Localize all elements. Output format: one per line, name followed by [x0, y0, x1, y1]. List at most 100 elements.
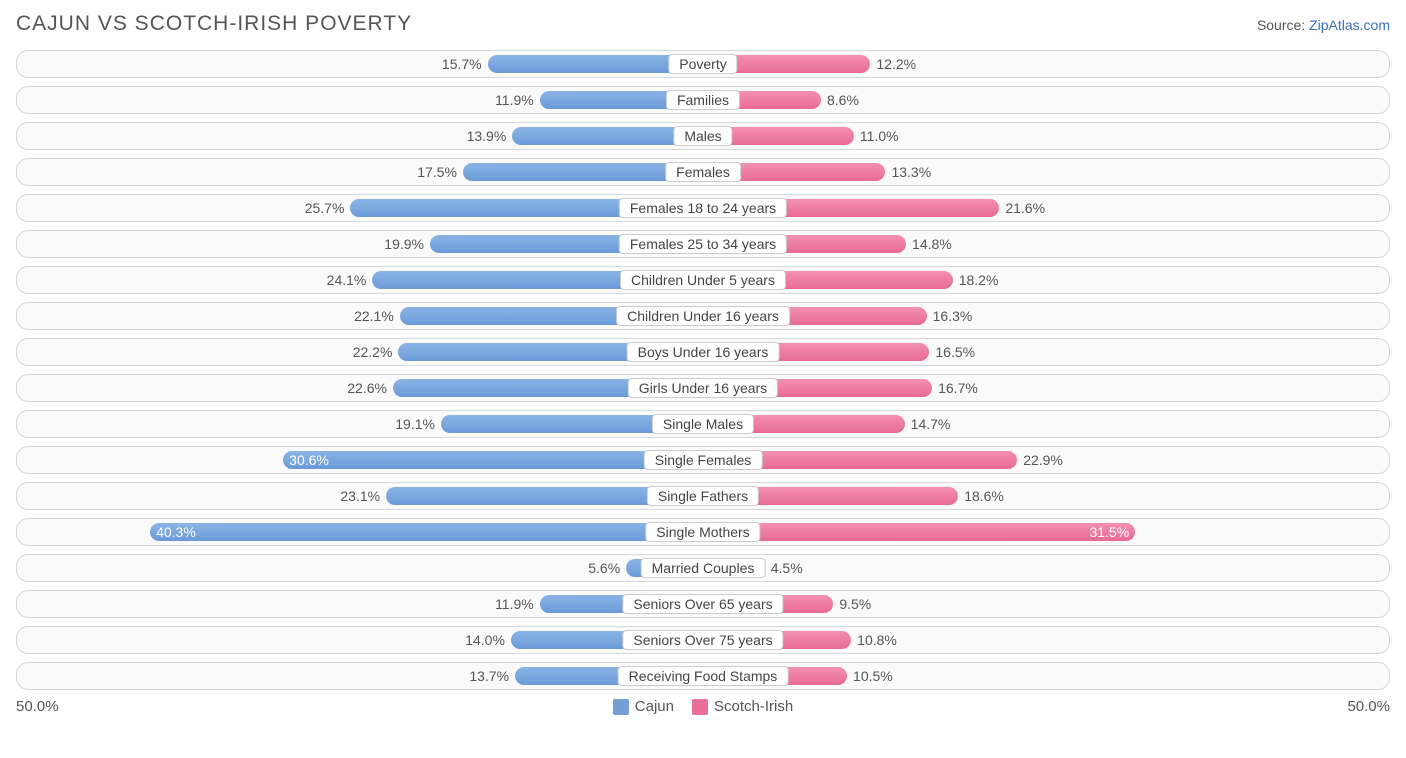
legend-label-left: Cajun	[635, 698, 674, 715]
chart-row: 17.5%13.3%Females	[16, 158, 1390, 186]
left-value-label: 40.3%	[150, 524, 202, 540]
row-right-half: 21.6%	[703, 195, 1389, 221]
row-right-half: 31.5%	[703, 519, 1389, 545]
chart-source: Source: ZipAtlas.com	[1257, 17, 1390, 33]
row-left-half: 25.7%	[17, 195, 703, 221]
chart-row: 15.7%12.2%Poverty	[16, 50, 1390, 78]
category-label: Single Mothers	[645, 522, 760, 542]
category-label: Females 25 to 34 years	[619, 234, 787, 254]
category-label: Poverty	[668, 54, 737, 74]
row-right-half: 13.3%	[703, 159, 1389, 185]
chart-row: 19.9% 14.8%Females 25 to 34 years	[16, 230, 1390, 258]
left-value-label: 25.7%	[299, 200, 351, 216]
category-label: Single Fathers	[647, 486, 759, 506]
right-value-label: 16.7%	[932, 380, 984, 396]
right-value-label: 16.5%	[929, 344, 981, 360]
row-right-half: 10.8%	[703, 627, 1389, 653]
row-right-half: 16.7%	[703, 375, 1389, 401]
category-label: Females	[665, 162, 741, 182]
category-label: Females 18 to 24 years	[619, 198, 787, 218]
legend-label-right: Scotch-Irish	[714, 698, 793, 715]
right-value-label: 13.3%	[885, 164, 937, 180]
row-left-half: 22.1%	[17, 303, 703, 329]
axis-right-max: 50.0%	[1347, 698, 1390, 715]
left-value-label: 5.6%	[582, 560, 626, 576]
left-value-label: 23.1%	[334, 488, 386, 504]
chart-row: 13.7%10.5%Receiving Food Stamps	[16, 662, 1390, 690]
category-label: Married Couples	[641, 558, 766, 578]
right-value-label: 21.6%	[999, 200, 1051, 216]
row-left-half: 11.9%	[17, 87, 703, 113]
left-value-label: 11.9%	[489, 596, 540, 612]
row-right-half: 18.2%	[703, 267, 1389, 293]
category-label: Single Females	[644, 450, 763, 470]
category-label: Receiving Food Stamps	[618, 666, 789, 686]
row-left-half: 5.6%	[17, 555, 703, 581]
left-value-label: 13.9%	[461, 128, 513, 144]
right-value-label: 18.2%	[953, 272, 1005, 288]
right-value-label: 18.6%	[958, 488, 1010, 504]
chart-row: 14.0% 10.8% Seniors Over 75 years	[16, 626, 1390, 654]
chart-row: 30.6% 22.9% Single Females	[16, 446, 1390, 474]
row-left-half: 23.1%	[17, 483, 703, 509]
axis-left-max: 50.0%	[16, 698, 59, 715]
row-left-half: 30.6%	[17, 447, 703, 473]
source-link[interactable]: ZipAtlas.com	[1309, 17, 1390, 33]
row-right-half: 14.8%	[703, 231, 1389, 257]
left-value-label: 22.1%	[348, 308, 400, 324]
row-right-half: 4.5%	[703, 555, 1389, 581]
left-value-label: 24.1%	[321, 272, 373, 288]
chart-row: 22.6% 16.7% Girls Under 16 years	[16, 374, 1390, 402]
source-prefix: Source:	[1257, 17, 1309, 33]
row-left-half: 40.3%	[17, 519, 703, 545]
chart-row: 22.2% 16.5% Boys Under 16 years	[16, 338, 1390, 366]
row-left-half: 14.0%	[17, 627, 703, 653]
left-value-label: 30.6%	[283, 452, 335, 468]
diverging-bar-chart: 15.7%12.2%Poverty11.9%8.6%Families13.9%1…	[16, 50, 1390, 690]
category-label: Girls Under 16 years	[628, 378, 778, 398]
category-label: Families	[666, 90, 740, 110]
right-value-label: 11.0%	[854, 128, 905, 144]
right-value-label: 16.3%	[927, 308, 979, 324]
row-left-half: 13.9%	[17, 123, 703, 149]
row-right-half: 14.7%	[703, 411, 1389, 437]
row-right-half: 10.5%	[703, 663, 1389, 689]
row-right-half: 11.0%	[703, 123, 1389, 149]
left-value-label: 22.6%	[341, 380, 393, 396]
row-right-half: 9.5%	[703, 591, 1389, 617]
left-value-label: 11.9%	[489, 92, 540, 108]
right-value-label: 14.7%	[905, 416, 957, 432]
category-label: Children Under 16 years	[616, 306, 790, 326]
legend: Cajun Scotch-Irish	[613, 698, 793, 715]
right-value-label: 4.5%	[765, 560, 809, 576]
row-right-half: 16.3%	[703, 303, 1389, 329]
row-left-half: 15.7%	[17, 51, 703, 77]
right-value-label: 10.5%	[847, 668, 899, 684]
chart-row: 19.1% 14.7% Single Males	[16, 410, 1390, 438]
category-label: Seniors Over 75 years	[622, 630, 783, 650]
left-bar: 30.6%	[283, 451, 703, 469]
category-label: Single Males	[652, 414, 754, 434]
left-value-label: 19.9%	[378, 236, 430, 252]
legend-item-left: Cajun	[613, 698, 674, 715]
row-left-half: 22.2%	[17, 339, 703, 365]
category-label: Seniors Over 65 years	[622, 594, 783, 614]
right-bar: 31.5%	[703, 523, 1135, 541]
category-label: Children Under 5 years	[620, 270, 786, 290]
row-right-half: 12.2%	[703, 51, 1389, 77]
row-left-half: 24.1%	[17, 267, 703, 293]
right-value-label: 10.8%	[851, 632, 903, 648]
chart-row: 40.3% 31.5%Single Mothers	[16, 518, 1390, 546]
right-value-label: 22.9%	[1017, 452, 1069, 468]
row-right-half: 18.6%	[703, 483, 1389, 509]
chart-header: CAJUN VS SCOTCH-IRISH POVERTY Source: Zi…	[16, 12, 1390, 36]
category-label: Boys Under 16 years	[627, 342, 780, 362]
left-bar: 40.3%	[150, 523, 703, 541]
legend-swatch-right	[692, 699, 708, 715]
chart-row: 22.1% 16.3% Children Under 16 years	[16, 302, 1390, 330]
row-left-half: 11.9%	[17, 591, 703, 617]
left-value-label: 22.2%	[347, 344, 399, 360]
row-left-half: 19.1%	[17, 411, 703, 437]
left-value-label: 14.0%	[459, 632, 511, 648]
row-right-half: 22.9%	[703, 447, 1389, 473]
